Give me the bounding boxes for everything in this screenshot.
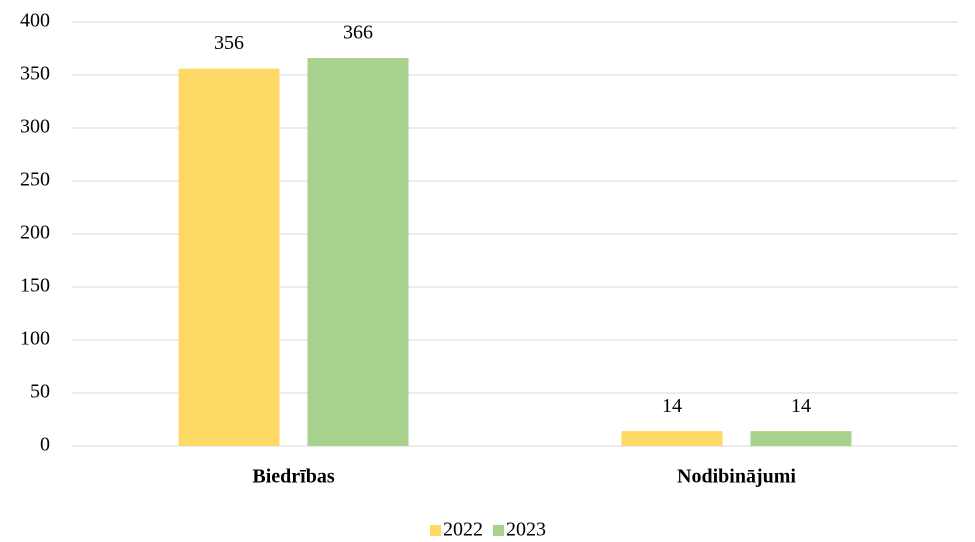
y-tick-label: 250 <box>20 169 50 191</box>
bar <box>307 58 409 446</box>
y-tick-label: 200 <box>20 222 50 244</box>
y-tick-label: 150 <box>20 275 50 297</box>
y-tick-label: 50 <box>30 381 50 403</box>
y-tick-label: 0 <box>40 434 50 456</box>
legend-swatch <box>430 525 441 536</box>
data-label: 14 <box>791 395 811 417</box>
legend-label: 2022 <box>443 519 483 541</box>
y-tick-label: 400 <box>20 10 50 32</box>
x-tick-label: Biedrības <box>252 466 334 488</box>
bar <box>621 431 723 446</box>
x-tick-label: Nodibinājumi <box>677 466 796 488</box>
data-label: 356 <box>214 32 244 54</box>
y-tick-label: 350 <box>20 63 50 85</box>
legend-label: 2023 <box>506 519 546 541</box>
data-label: 366 <box>343 22 373 44</box>
y-tick-label: 100 <box>20 328 50 350</box>
bar <box>178 68 280 446</box>
y-tick-label: 300 <box>20 116 50 138</box>
bar <box>750 431 852 446</box>
data-label: 14 <box>662 395 682 417</box>
legend-swatch <box>493 525 504 536</box>
